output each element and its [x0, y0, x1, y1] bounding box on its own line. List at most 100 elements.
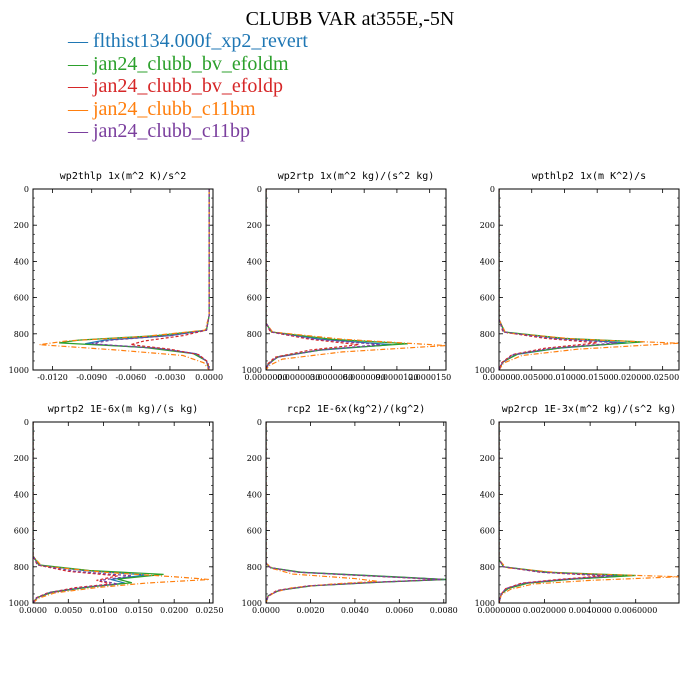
series-line: [266, 189, 392, 370]
y-tick-label: 0: [257, 418, 262, 427]
series-line: [33, 422, 164, 603]
legend-label: jan24_clubb_c11bp: [93, 120, 251, 142]
y-tick-label: 0: [490, 185, 495, 194]
y-tick-label: 1000: [475, 599, 495, 608]
subplot: wp2rtp 1x(m^2 kg)/(s^2 kg) 0 200 400 600 800 1…: [242, 171, 452, 382]
series-line: [499, 189, 644, 370]
series-line: [266, 422, 442, 603]
legend-swatch: —: [68, 97, 93, 120]
subplot: wp2thlp 1x(m^2 K)/s^2 0 200 400 600 800 1000 -0…: [9, 171, 223, 382]
series-line: [91, 189, 210, 370]
y-tick-label: 200: [247, 221, 262, 230]
y-tick-label: 600: [14, 527, 29, 536]
legend-swatch: —: [68, 52, 93, 75]
legend-label: jan24_clubb_bv_efoldp: [93, 75, 283, 97]
y-tick-label: 1000: [9, 599, 29, 608]
x-tick-label: -0.0030: [155, 373, 186, 382]
series-group: [39, 189, 210, 370]
subplot: wp2rcp 1E-3x(m^2 kg)/(s^2 kg) 0 200 400 600 8…: [475, 404, 680, 615]
series-line: [499, 189, 617, 370]
chart-title: CLUBB VAR at355E,-5N: [245, 8, 455, 30]
series-group: [499, 189, 679, 370]
y-tick-label: 800: [480, 330, 495, 339]
subplot: wpthlp2 1x(m K^2)/s020040060080010000.00…: [475, 171, 680, 382]
y-tick-label: 800: [247, 563, 262, 572]
series-line: [266, 189, 359, 370]
x-tick-label: 0.0000000: [477, 606, 520, 615]
legend-label: flthist134.000f_xp2_revert: [93, 30, 308, 52]
legend-swatch: —: [68, 75, 93, 97]
y-tick-label: 600: [480, 527, 495, 536]
y-tick-label: 400: [247, 257, 262, 266]
legend-swatch: —: [68, 120, 93, 142]
subplot-title: wp2rcp 1E-3x(m^2 kg)/(s^2 kg): [502, 404, 677, 415]
x-tick-label: 0.0050: [54, 606, 82, 615]
x-tick-label: 0.0000120: [375, 373, 418, 382]
legend-item: — jan24_clubb_c11bp: [68, 120, 308, 143]
x-tick-label: 0.0040: [341, 606, 369, 615]
y-tick-label: 0: [24, 418, 29, 427]
legend-item: — jan24_clubb_c11bm: [68, 98, 308, 121]
series-line: [499, 422, 613, 603]
x-tick-label: 0.0000090: [343, 373, 386, 382]
x-tick-label: 0.01000: [548, 373, 581, 382]
series-line: [499, 189, 679, 370]
x-tick-label: -0.0060: [115, 373, 146, 382]
subplot-title: rcp2 1E-6x(kg^2)/(kg^2): [287, 404, 425, 415]
series-line: [266, 189, 446, 370]
plot-frame: [32, 421, 214, 604]
y-tick-label: 800: [14, 563, 29, 572]
legend-label: jan24_clubb_bv_efoldm: [93, 52, 289, 75]
series-line: [266, 189, 381, 370]
series-line: [499, 189, 627, 370]
series-line: [266, 422, 446, 603]
x-tick-label: 0.0080: [430, 606, 458, 615]
series-group: [33, 422, 210, 603]
plot-frame: [498, 188, 680, 371]
y-tick-label: 400: [14, 490, 29, 499]
x-tick-label: 0.0020: [296, 606, 324, 615]
x-tick-label: 0.01500: [581, 373, 614, 382]
series-group: [266, 422, 446, 603]
y-tick-label: 1000: [242, 366, 262, 375]
y-tick-label: 800: [247, 330, 262, 339]
subplot-title: wprtp2 1E-6x(m kg)/(s kg): [48, 404, 199, 415]
series-group: [266, 189, 446, 370]
y-tick-label: 200: [14, 454, 29, 463]
plot-frame: [265, 421, 447, 604]
x-tick-label: 0.0060: [385, 606, 413, 615]
legend-item: — jan24_clubb_bv_efoldp: [68, 75, 308, 98]
x-tick-label: 0.0000: [19, 606, 47, 615]
y-tick-label: 600: [247, 527, 262, 536]
series-line: [33, 422, 118, 603]
legend-item: — flthist134.000f_xp2_revert: [68, 30, 308, 53]
subplot: rcp2 1E-6x(kg^2)/(kg^2) 0 200 400 600 800 1000…: [242, 404, 458, 615]
series-line: [85, 189, 210, 370]
subplot-title: wpthlp2 1x(m K^2)/s: [532, 171, 646, 182]
x-tick-label: 0.0150: [125, 606, 153, 615]
plot-frame: [32, 188, 214, 371]
series-line: [266, 422, 378, 603]
x-tick-label: 0.02000: [613, 373, 646, 382]
y-tick-label: 0: [257, 185, 262, 194]
y-tick-label: 400: [480, 257, 495, 266]
series-line: [33, 422, 132, 603]
y-tick-label: 400: [14, 257, 29, 266]
x-tick-label: 0.0250: [195, 606, 223, 615]
series-line: [59, 189, 210, 370]
series-line: [266, 422, 444, 603]
series-line: [33, 422, 210, 603]
x-tick-label: 0.0040000: [569, 606, 612, 615]
x-tick-label: 0.0000: [252, 606, 280, 615]
y-tick-label: 200: [14, 221, 29, 230]
x-tick-label: -0.0090: [76, 373, 107, 382]
y-tick-label: 1000: [475, 366, 495, 375]
x-tick-label: 0.0000030: [277, 373, 320, 382]
plot-frame: [498, 421, 680, 604]
series-line: [499, 422, 679, 603]
y-tick-label: 600: [247, 294, 262, 303]
x-tick-label: 0.0000000: [244, 373, 287, 382]
y-tick-label: 0: [490, 418, 495, 427]
y-tick-label: 800: [14, 330, 29, 339]
